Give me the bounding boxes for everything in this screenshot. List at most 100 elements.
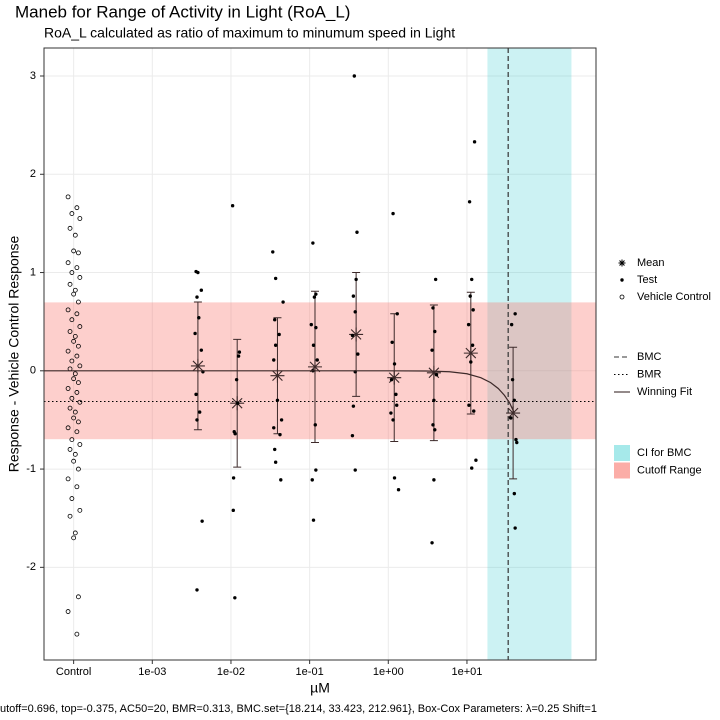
test-point: [396, 488, 401, 492]
test-point: [311, 343, 316, 347]
control-point: [74, 484, 80, 490]
test-point: [509, 322, 514, 327]
control-point: [69, 358, 75, 364]
test-point: [234, 377, 239, 382]
control-point: [77, 275, 83, 280]
test-point: [278, 432, 282, 437]
test-point: [433, 428, 437, 432]
y-axis-label: Response - Vehicle Control Response: [6, 235, 22, 472]
mean-marker: [426, 365, 441, 380]
test-point: [236, 401, 240, 405]
control-point: [76, 299, 81, 305]
control-point: [67, 513, 73, 519]
control-point: [69, 437, 75, 442]
control-point: [74, 265, 80, 271]
control-point: [76, 594, 81, 600]
test-point: [273, 447, 277, 452]
legend-label: Cutoff Range: [637, 464, 702, 476]
test-point: [514, 437, 518, 442]
control-point: [77, 324, 83, 329]
test-point: [472, 409, 476, 413]
test-point: [430, 348, 434, 352]
panel-border: [43, 47, 597, 661]
test-point: [394, 392, 398, 397]
test-point: [350, 333, 355, 338]
test-point: [233, 431, 237, 436]
test-point: [395, 312, 399, 316]
test-point: [509, 416, 513, 420]
legend-key: [614, 445, 630, 461]
test-point: [311, 241, 315, 245]
control-point: [71, 458, 77, 464]
test-point: [200, 519, 204, 523]
control-point: [69, 395, 75, 401]
test-point: [470, 466, 474, 470]
control-point: [65, 307, 71, 313]
test-point: [199, 348, 204, 352]
test-point: [389, 411, 393, 415]
legend-label: Test: [637, 274, 657, 286]
control-point: [67, 329, 73, 334]
control-point: [72, 232, 78, 238]
test-point: [197, 410, 202, 414]
control-point: [74, 390, 80, 395]
control-point: [67, 225, 73, 231]
control-point: [74, 353, 80, 359]
legend-key: [614, 462, 630, 479]
test-point: [431, 306, 435, 310]
test-point: [468, 294, 472, 298]
y-tick-label: 2: [30, 168, 36, 180]
test-point: [392, 362, 397, 366]
test-point: [314, 292, 318, 296]
legend-key: [620, 278, 624, 282]
test-point: [350, 433, 355, 438]
control-point: [72, 409, 78, 415]
test-point: [470, 277, 474, 282]
test-point: [355, 230, 359, 234]
test-point: [271, 250, 275, 254]
test-point: [310, 478, 314, 482]
control-point: [72, 334, 78, 339]
test-point: [272, 358, 276, 362]
test-point: [195, 588, 199, 592]
legend-label: Vehicle Control: [637, 291, 711, 303]
legend-key: [619, 294, 625, 300]
mean-marker: [506, 406, 521, 421]
y-tick-label: 3: [30, 70, 36, 82]
test-point: [312, 295, 317, 299]
x-tick-label: 1e-03: [138, 666, 166, 678]
legend-label: BMR: [637, 368, 662, 380]
control-point: [69, 496, 75, 501]
test-point: [275, 398, 280, 402]
test-point: [309, 322, 313, 327]
test-point: [272, 426, 276, 430]
mean-marker: [307, 359, 322, 374]
y-tick-label: -1: [26, 463, 36, 475]
test-point: [351, 294, 356, 298]
test-point: [467, 200, 472, 204]
test-point: [194, 392, 198, 397]
y-tick-label: 1: [30, 266, 36, 278]
test-point: [314, 325, 318, 330]
test-point: [236, 354, 241, 358]
test-point: [279, 418, 284, 422]
test-point: [513, 312, 517, 316]
test-point: [395, 403, 399, 407]
control-point: [76, 419, 81, 425]
test-point: [431, 423, 435, 427]
control-point: [65, 260, 71, 266]
control-point: [77, 507, 83, 513]
test-point: [351, 404, 356, 408]
test-point: [356, 352, 360, 356]
legend-label: BMC: [637, 351, 662, 363]
x-tick-label: Control: [56, 666, 91, 678]
control-point: [71, 338, 77, 344]
test-point: [467, 403, 471, 407]
test-point: [311, 518, 316, 522]
legend-key: [618, 259, 626, 267]
test-point: [273, 460, 278, 464]
control-point: [77, 363, 83, 369]
test-point: [430, 541, 434, 545]
test-point: [472, 140, 477, 144]
